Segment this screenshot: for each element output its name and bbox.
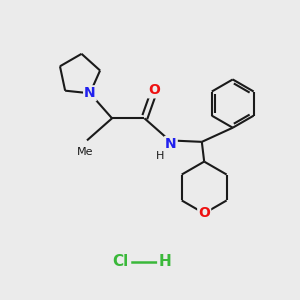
Text: H: H [158, 254, 171, 269]
Text: O: O [148, 83, 160, 97]
Text: N: N [165, 137, 177, 151]
Text: H: H [156, 151, 164, 161]
Text: Cl: Cl [112, 254, 129, 269]
Text: N: N [84, 86, 96, 100]
Text: O: O [198, 206, 210, 220]
Text: Me: Me [77, 147, 94, 157]
